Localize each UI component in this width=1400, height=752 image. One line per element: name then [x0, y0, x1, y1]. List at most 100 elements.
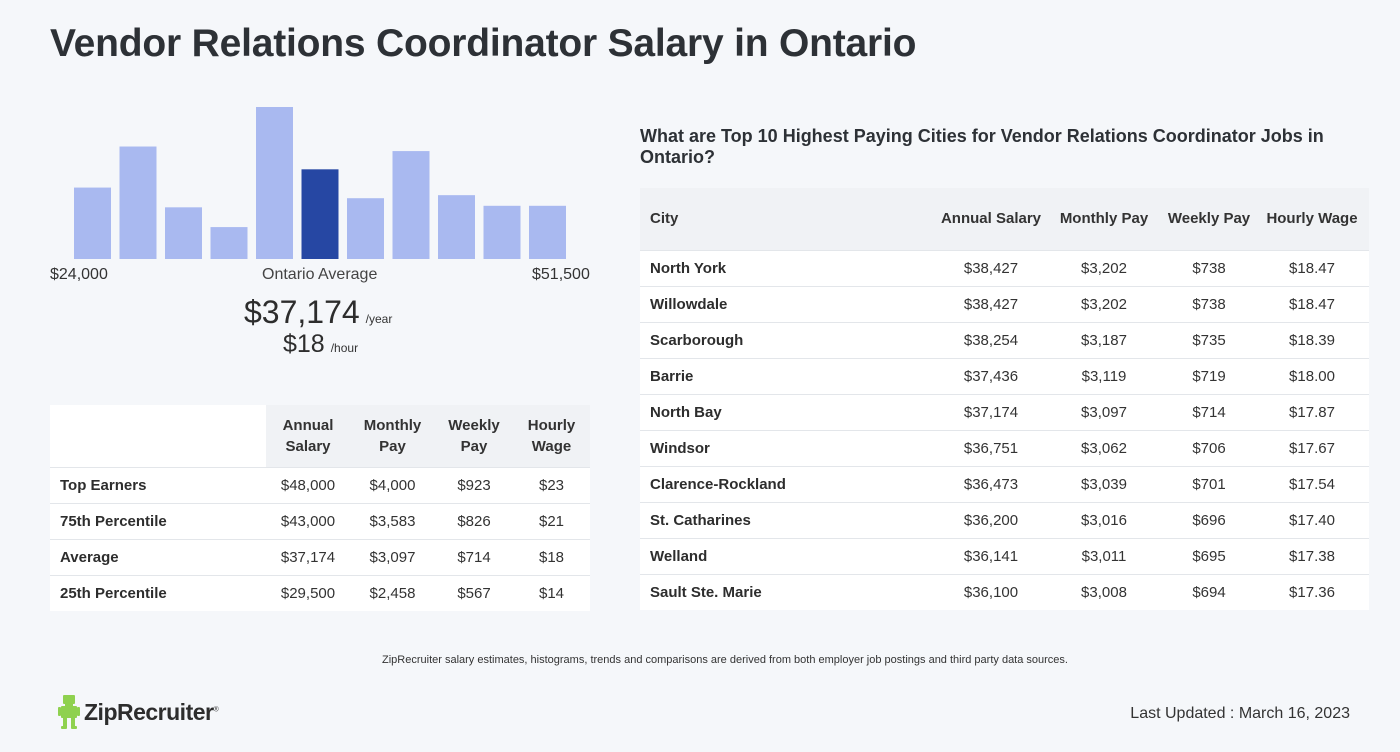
histogram-bar	[438, 195, 475, 259]
histogram-bars	[74, 107, 566, 259]
percentile-row: 25th Percentile $29,500 $2,458 $567 $14	[50, 574, 590, 611]
header-monthly-pay: Monthly Pay	[1045, 188, 1163, 250]
header-hourly-wage: Hourly Wage	[1255, 188, 1369, 250]
city-name-cell: Scarborough	[640, 321, 937, 358]
annual-salary-cell: $36,141	[937, 537, 1045, 574]
hourly-wage-cell: $18.39	[1255, 321, 1369, 358]
monthly-pay-cell: $3,202	[1045, 249, 1163, 286]
annual-salary-cell: $37,174	[937, 393, 1045, 430]
city-row: Barrie $37,436 $3,119 $719 $18.00	[640, 357, 1369, 394]
annual-salary-cell: $38,254	[937, 321, 1045, 358]
average-hourly-value: $18	[283, 330, 325, 358]
annual-salary-cell: $37,174	[266, 538, 350, 575]
percentile-label: Average	[50, 538, 266, 575]
annual-salary-cell: $36,100	[937, 573, 1045, 610]
ziprecruiter-logo[interactable]: ZipRecruiter®	[58, 695, 219, 729]
hourly-wage-cell: $17.87	[1255, 393, 1369, 430]
data-source-disclaimer: ZipRecruiter salary estimates, histogram…	[382, 654, 1068, 666]
average-annual-salary: $37,174/year	[244, 294, 392, 331]
weekly-pay-cell: $738	[1163, 249, 1255, 286]
weekly-pay-cell: $826	[435, 502, 513, 539]
annual-salary-cell: $38,427	[937, 249, 1045, 286]
city-row: Sault Ste. Marie $36,100 $3,008 $694 $17.36	[640, 573, 1369, 610]
header-monthly-pay: Monthly Pay	[350, 405, 435, 467]
monthly-pay-cell: $3,583	[350, 502, 435, 539]
histogram-bar	[392, 151, 430, 259]
hourly-wage-cell: $23	[513, 466, 590, 503]
weekly-pay-cell: $923	[435, 466, 513, 503]
monthly-pay-cell: $3,097	[1045, 393, 1163, 430]
weekly-pay-cell: $714	[1163, 393, 1255, 430]
weekly-pay-cell: $696	[1163, 501, 1255, 538]
salary-histogram	[50, 100, 590, 260]
annual-salary-cell: $43,000	[266, 502, 350, 539]
hourly-wage-cell: $18.47	[1255, 285, 1369, 322]
weekly-pay-cell: $695	[1163, 537, 1255, 574]
page-title: Vendor Relations Coordinator Salary in O…	[50, 22, 917, 65]
city-row: Welland $36,141 $3,011 $695 $17.38	[640, 537, 1369, 574]
top-cities-heading: What are Top 10 Highest Paying Cities fo…	[640, 126, 1324, 167]
monthly-pay-cell: $3,202	[1045, 285, 1163, 322]
annual-unit: /year	[365, 312, 393, 326]
city-name-cell: St. Catharines	[640, 501, 937, 538]
histogram-bar	[119, 146, 157, 259]
hourly-wage-cell: $17.38	[1255, 537, 1369, 574]
city-name-cell: Clarence-Rockland	[640, 465, 937, 502]
city-row: Willowdale $38,427 $3,202 $738 $18.47	[640, 285, 1369, 322]
average-hourly-wage: $18/hour	[283, 330, 358, 359]
ziprecruiter-mascot-icon	[58, 695, 80, 729]
histogram-bar	[210, 227, 248, 259]
weekly-pay-cell: $719	[1163, 357, 1255, 394]
monthly-pay-cell: $3,039	[1045, 465, 1163, 502]
annual-salary-cell: $36,200	[937, 501, 1045, 538]
histogram-max-label: $51,500	[532, 266, 590, 283]
monthly-pay-cell: $3,011	[1045, 537, 1163, 574]
histogram-bar	[529, 205, 566, 259]
monthly-pay-cell: $3,008	[1045, 573, 1163, 610]
city-row: St. Catharines $36,200 $3,016 $696 $17.40	[640, 501, 1369, 538]
annual-salary-cell: $36,751	[937, 429, 1045, 466]
logo-wordmark: ZipRecruiter®	[84, 699, 219, 726]
percentile-row: 75th Percentile $43,000 $3,583 $826 $21	[50, 502, 590, 539]
weekly-pay-cell: $738	[1163, 285, 1255, 322]
annual-salary-cell: $36,473	[937, 465, 1045, 502]
blank-header	[50, 405, 266, 467]
cities-header-row: City Annual Salary Monthly Pay Weekly Pa…	[640, 188, 1369, 250]
city-row: Windsor $36,751 $3,062 $706 $17.67	[640, 429, 1369, 466]
percentile-label: 75th Percentile	[50, 502, 266, 539]
monthly-pay-cell: $3,119	[1045, 357, 1163, 394]
average-annual-value: $37,174	[244, 294, 360, 330]
weekly-pay-cell: $567	[435, 574, 513, 611]
histogram-min-label: $24,000	[50, 266, 108, 283]
top-cities-table: City Annual Salary Monthly Pay Weekly Pa…	[640, 188, 1369, 610]
percentile-row: Top Earners $48,000 $4,000 $923 $23	[50, 466, 590, 503]
header-annual-salary: Annual Salary	[937, 188, 1045, 250]
weekly-pay-cell: $735	[1163, 321, 1255, 358]
header-hourly-wage: Hourly Wage	[513, 405, 590, 467]
histogram-bar	[483, 205, 521, 259]
monthly-pay-cell: $4,000	[350, 466, 435, 503]
histogram-bar	[165, 207, 202, 259]
hourly-wage-cell: $17.36	[1255, 573, 1369, 610]
monthly-pay-cell: $3,097	[350, 538, 435, 575]
weekly-pay-cell: $694	[1163, 573, 1255, 610]
header-weekly-pay: Weekly Pay	[1163, 188, 1255, 250]
hourly-wage-cell: $18.47	[1255, 249, 1369, 286]
annual-salary-cell: $29,500	[266, 574, 350, 611]
registered-mark: ®	[213, 705, 219, 713]
city-row: Clarence-Rockland $36,473 $3,039 $701 $17.54	[640, 465, 1369, 502]
city-name-cell: Sault Ste. Marie	[640, 573, 937, 610]
monthly-pay-cell: $3,187	[1045, 321, 1163, 358]
header-weekly-pay: Weekly Pay	[435, 405, 513, 467]
annual-salary-cell: $48,000	[266, 466, 350, 503]
weekly-pay-cell: $706	[1163, 429, 1255, 466]
city-row: North Bay $37,174 $3,097 $714 $17.87	[640, 393, 1369, 430]
city-name-cell: Willowdale	[640, 285, 937, 322]
weekly-pay-cell: $701	[1163, 465, 1255, 502]
annual-salary-cell: $37,436	[937, 357, 1045, 394]
percentile-table: Annual Salary Monthly Pay Weekly Pay Hou…	[50, 405, 590, 611]
percentile-row: Average $37,174 $3,097 $714 $18	[50, 538, 590, 575]
city-row: Scarborough $38,254 $3,187 $735 $18.39	[640, 321, 1369, 358]
city-name-cell: North York	[640, 249, 937, 286]
monthly-pay-cell: $3,062	[1045, 429, 1163, 466]
